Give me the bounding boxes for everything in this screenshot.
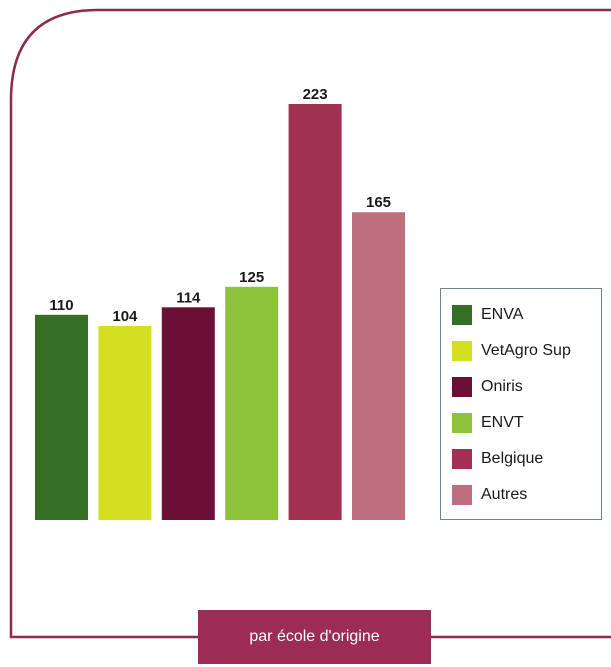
bar-oniris: [161, 307, 215, 520]
data-label-oniris: 114: [176, 289, 201, 306]
legend-swatch: [452, 485, 472, 505]
bars-group: [35, 104, 405, 520]
legend-item: VetAgro Sup: [452, 333, 601, 369]
data-label-belgique: 223: [303, 86, 328, 103]
legend-label: ENVT: [481, 414, 524, 431]
data-label-vetagro-sup: 104: [112, 308, 138, 325]
legend-item: ENVT: [452, 405, 601, 441]
bar-envt: [225, 286, 279, 520]
legend-item: ENVA: [452, 297, 601, 333]
legend-item: Oniris: [452, 369, 601, 405]
bar-vetagro-sup: [98, 326, 152, 520]
caption-text: par école d'origine: [249, 628, 380, 645]
legend: ENVA VetAgro Sup Oniris ENVT Belgique Autres: [440, 288, 602, 520]
legend-swatch: [452, 377, 472, 397]
legend-swatch: [452, 305, 472, 325]
legend-item: Autres: [452, 477, 601, 513]
legend-label: Belgique: [481, 450, 544, 467]
data-label-envt: 125: [239, 269, 264, 286]
data-label-enva: 110: [49, 297, 73, 314]
legend-swatch: [452, 341, 472, 361]
legend-swatch: [452, 449, 472, 469]
legend-label: ENVA: [481, 306, 524, 323]
legend-item: Belgique: [452, 441, 601, 477]
bar-autres: [352, 212, 405, 520]
legend-swatch: [452, 413, 472, 433]
legend-label: Autres: [481, 486, 528, 503]
bar-enva: [35, 314, 88, 520]
legend-label: VetAgro Sup: [481, 342, 571, 359]
caption-banner: par école d'origine: [198, 610, 431, 664]
frame-border: [9, 8, 611, 639]
bar-belgique: [288, 104, 342, 520]
legend-label: Oniris: [481, 378, 523, 395]
data-labels-group: 110 104 114 125 223 165: [49, 86, 391, 325]
data-label-autres: 165: [366, 194, 391, 211]
